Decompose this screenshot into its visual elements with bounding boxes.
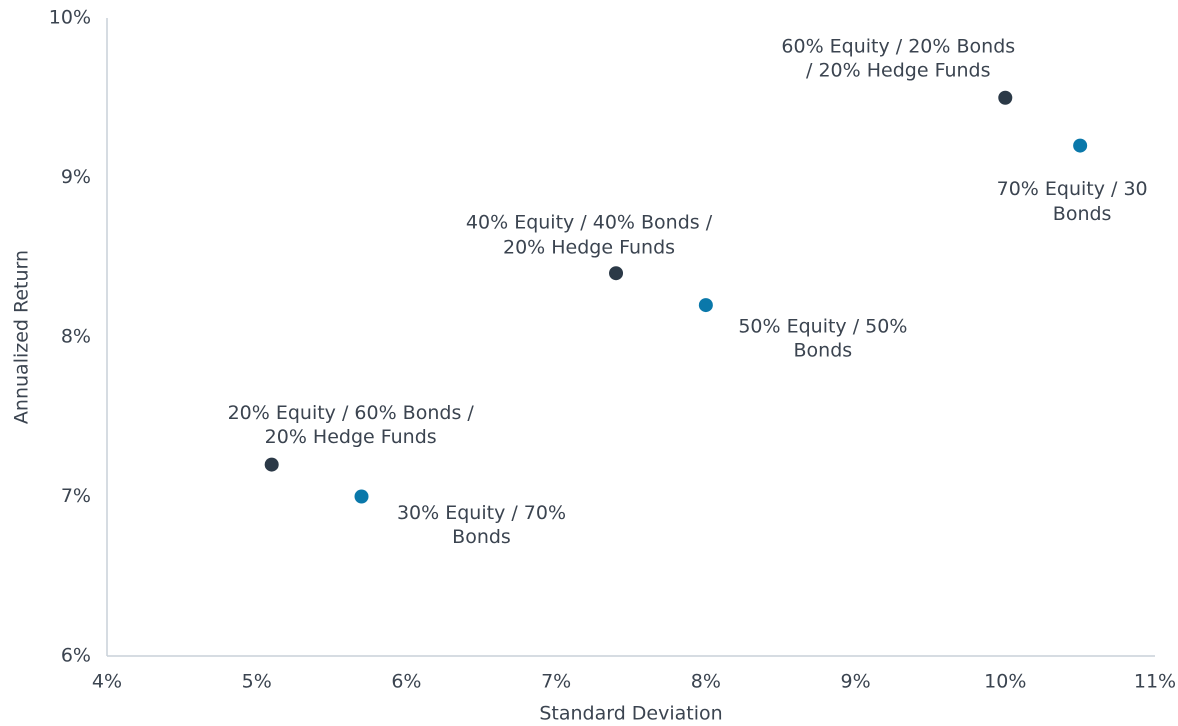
y-tick-label: 8% xyxy=(61,326,91,348)
data-point xyxy=(1073,138,1088,153)
point-label: 30% Equity / 70% xyxy=(397,502,566,524)
data-point xyxy=(698,298,713,313)
y-tick-label: 10% xyxy=(49,7,91,29)
x-tick-label: 7% xyxy=(541,671,571,693)
data-point xyxy=(264,457,279,472)
y-tick-label: 6% xyxy=(61,645,91,667)
point-label: 60% Equity / 20% Bonds xyxy=(781,35,1015,57)
point-label: / 20% Hedge Funds xyxy=(806,59,990,81)
point-label: 40% Equity / 40% Bonds / xyxy=(466,212,713,234)
x-tick-label: 10% xyxy=(984,671,1026,693)
point-label: Bonds xyxy=(794,340,853,362)
x-tick-label: 9% xyxy=(840,671,870,693)
x-tick-label: 4% xyxy=(92,671,122,693)
x-axis-label: Standard Deviation xyxy=(539,703,722,725)
data-point xyxy=(609,266,624,281)
y-tick-label: 7% xyxy=(61,485,91,507)
point-label: 70% Equity / 30 xyxy=(997,178,1148,200)
point-label: 20% Hedge Funds xyxy=(265,426,437,448)
x-tick-label: 8% xyxy=(691,671,721,693)
data-point xyxy=(998,90,1013,105)
x-tick-label: 5% xyxy=(242,671,272,693)
point-label: 50% Equity / 50% xyxy=(738,316,907,338)
x-tick-label: 6% xyxy=(391,671,421,693)
point-label: 20% Hedge Funds xyxy=(503,237,675,259)
point-label: 20% Equity / 60% Bonds / xyxy=(228,402,475,424)
data-point xyxy=(354,489,369,504)
point-label: Bonds xyxy=(1053,203,1112,225)
y-tick-label: 9% xyxy=(61,166,91,188)
y-axis-label: Annualized Return xyxy=(11,250,33,424)
point-label: Bonds xyxy=(452,526,511,548)
x-tick-label: 11% xyxy=(1134,671,1176,693)
